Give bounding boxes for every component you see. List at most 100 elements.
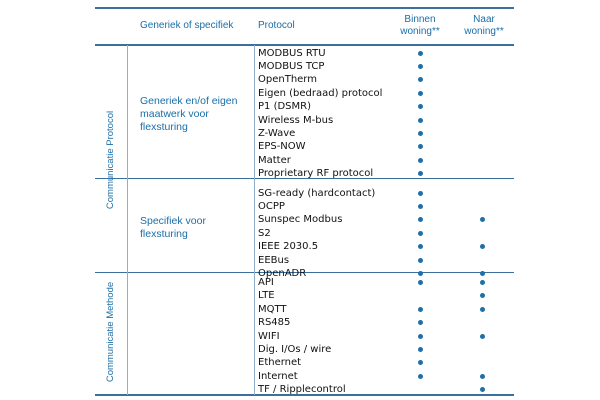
table-row: LTE: [258, 289, 514, 302]
inside-home-dot: [418, 270, 423, 276]
protocol-name: Wireless M-bus: [258, 114, 334, 126]
table-row: MODBUS TCP: [258, 60, 514, 73]
table-top-border: [95, 7, 514, 9]
inside-home-dot: [418, 171, 423, 177]
protocol-name: RS485: [258, 317, 291, 329]
table-row: EEBus: [258, 254, 514, 267]
protocol-name: EEBus: [258, 254, 290, 266]
protocol-name: MODBUS TCP: [258, 60, 325, 72]
header-divider: [95, 44, 514, 46]
to-home-dot: [480, 270, 485, 276]
inside-home-dot: [418, 333, 423, 339]
inside-home-dot: [418, 157, 423, 163]
table-row: TF / Ripplecontrol: [258, 383, 514, 396]
header-to-home: Naar woning**: [464, 14, 504, 37]
inside-home-dot: [418, 130, 423, 136]
table-row: WIFI: [258, 330, 514, 343]
to-home-dot: [480, 217, 485, 223]
inside-home-dot: [418, 90, 423, 96]
table-bottom-border: [95, 394, 514, 396]
protocol-name: API: [258, 277, 274, 288]
table-row: Proprietary RF protocol: [258, 167, 514, 180]
protocol-name: TF / Ripplecontrol: [258, 384, 346, 396]
section-label-method: Communicatie Methode: [105, 281, 116, 383]
inside-home-dot: [418, 104, 423, 110]
protocol-name: MODBUS RTU: [258, 47, 326, 59]
table-row: IEEE 2030.5: [258, 240, 514, 253]
to-home-dot: [480, 333, 485, 339]
protocol-name: OCPP: [258, 200, 285, 212]
to-home-dot: [480, 306, 485, 312]
header-protocol: Protocol: [258, 20, 295, 31]
table-row: Wireless M-bus: [258, 114, 514, 127]
inside-home-dot: [418, 244, 423, 250]
header-generic-specific: Generiek of specifiek: [140, 20, 234, 31]
protocol-name: LTE: [258, 290, 275, 302]
inside-home-dot: [418, 360, 423, 366]
to-home-dot: [480, 387, 485, 393]
inside-home-dot: [418, 50, 423, 56]
table-row: Z-Wave: [258, 127, 514, 140]
inside-home-dot: [418, 144, 423, 150]
to-home-dot: [480, 280, 485, 285]
group-label-generic: Generiek en/of eigen maatwerk voor flexs…: [140, 95, 238, 133]
table-row: OpenADR: [258, 267, 514, 280]
to-home-dot: [480, 244, 485, 250]
protocol-name: Matter: [258, 154, 291, 166]
table-row: API: [258, 276, 514, 289]
table-row: Matter: [258, 154, 514, 167]
table-row: Ethernet: [258, 356, 514, 369]
protocol-name: Internet: [258, 370, 298, 382]
protocol-name: IEEE 2030.5: [258, 241, 319, 253]
table-row: Dig. I/Os / wire: [258, 343, 514, 356]
inside-home-dot: [418, 63, 423, 69]
to-home-dot: [480, 293, 485, 299]
inside-home-dot: [418, 77, 423, 83]
group-label-specific: Specifiek voor flexsturing: [140, 215, 206, 240]
table-row: Eigen (bedraad) protocol: [258, 87, 514, 100]
protocol-name: WIFI: [258, 330, 280, 342]
protocol-name: S2: [258, 227, 271, 239]
inside-home-dot: [418, 257, 423, 263]
inside-home-dot: [418, 203, 423, 209]
table-row: SG-ready (hardcontact): [258, 187, 514, 200]
table-row: P1 (DSMR): [258, 100, 514, 113]
protocol-name: EPS-NOW: [258, 141, 306, 153]
section-divider: [95, 272, 514, 273]
column-divider-side: [127, 45, 128, 395]
inside-home-dot: [418, 320, 423, 326]
table-row: RS485: [258, 316, 514, 329]
protocol-name: Ethernet: [258, 357, 302, 369]
table-row: S2: [258, 227, 514, 240]
table-row: OpenTherm: [258, 73, 514, 86]
to-home-dot: [480, 373, 485, 379]
inside-home-dot: [418, 117, 423, 123]
inside-home-dot: [418, 230, 423, 236]
group-divider: [95, 178, 514, 179]
table-row: MODBUS RTU: [258, 47, 514, 60]
protocol-name: Eigen (bedraad) protocol: [258, 87, 383, 99]
inside-home-dot: [418, 217, 423, 223]
inside-home-dot: [418, 347, 423, 352]
table-row: EPS-NOW: [258, 140, 514, 153]
protocol-name: Sunspec Modbus: [258, 214, 343, 226]
section-label-protocol: Communicatie Protocol: [105, 110, 116, 210]
protocol-name: MQTT: [258, 303, 287, 315]
protocol-name: Dig. I/Os / wire: [258, 344, 332, 355]
inside-home-dot: [418, 190, 423, 196]
inside-home-dot: [418, 280, 423, 285]
protocol-name: OpenTherm: [258, 74, 317, 86]
inside-home-dot: [418, 306, 423, 312]
column-divider-group: [254, 45, 255, 395]
inside-home-dot: [418, 373, 423, 379]
table-row: OCPP: [258, 200, 514, 213]
table-row: MQTT: [258, 303, 514, 316]
table-row: Sunspec Modbus: [258, 213, 514, 226]
table-row: Internet: [258, 370, 514, 383]
protocol-name: Proprietary RF protocol: [258, 168, 374, 180]
protocol-name: SG-ready (hardcontact): [258, 187, 376, 199]
protocol-name: P1 (DSMR): [258, 101, 311, 113]
header-inside-home: Binnen woning**: [400, 14, 440, 37]
protocol-name: OpenADR: [258, 267, 307, 279]
